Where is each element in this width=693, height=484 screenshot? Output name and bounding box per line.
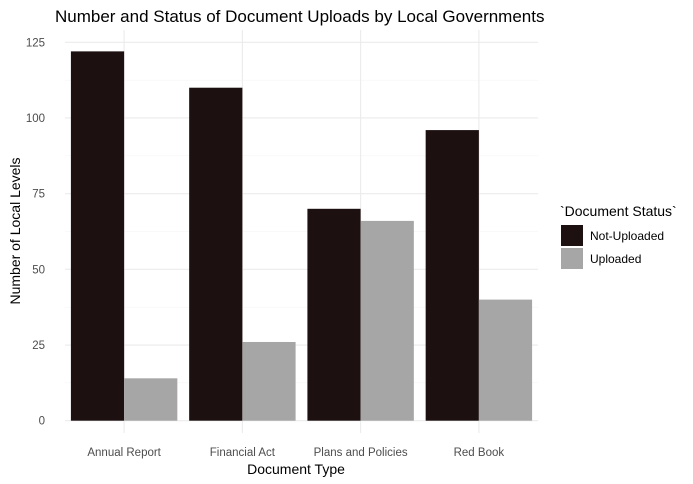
- bar-uploaded-3: [478, 299, 533, 421]
- x-tick-label: Red Book: [454, 447, 505, 459]
- y-tick-label: 125: [26, 37, 45, 49]
- y-tick-label: 100: [26, 113, 45, 125]
- bar-uploaded-1: [242, 341, 296, 421]
- x-axis-title: Document Type: [247, 461, 345, 477]
- legend-key-uploaded: [561, 248, 583, 269]
- bar-not-uploaded-1: [189, 87, 243, 421]
- bar-not-uploaded-2: [307, 208, 361, 421]
- legend: `Document Status` Not-Uploaded Uploaded: [560, 203, 677, 269]
- legend-label: Not-Uploaded: [590, 229, 664, 243]
- x-tick-label: Plans and Policies: [314, 447, 408, 459]
- y-tick-label: 50: [32, 264, 45, 276]
- y-tick-label: 0: [39, 416, 45, 428]
- y-tick-labels: 0 25 50 75 100 125: [26, 37, 45, 427]
- bar-not-uploaded-3: [425, 130, 479, 421]
- legend-label: Uploaded: [590, 252, 641, 266]
- legend-title: `Document Status`: [560, 203, 677, 219]
- bar-uploaded-2: [360, 220, 414, 421]
- x-tick-label: Financial Act: [210, 447, 276, 459]
- bars: [70, 51, 533, 421]
- y-tick-label: 75: [32, 189, 45, 201]
- y-axis-title: Number of Local Levels: [7, 157, 23, 304]
- bar-not-uploaded-0: [70, 51, 125, 421]
- x-tick-label: Annual Report: [87, 447, 161, 459]
- chart-title: Number and Status of Document Uploads by…: [55, 7, 544, 26]
- y-tick-label: 25: [32, 340, 45, 352]
- x-tick-labels: Annual Report Financial Act Plans and Poli…: [87, 447, 504, 459]
- legend-key-not-uploaded: [561, 225, 583, 246]
- bar-uploaded-0: [124, 378, 178, 421]
